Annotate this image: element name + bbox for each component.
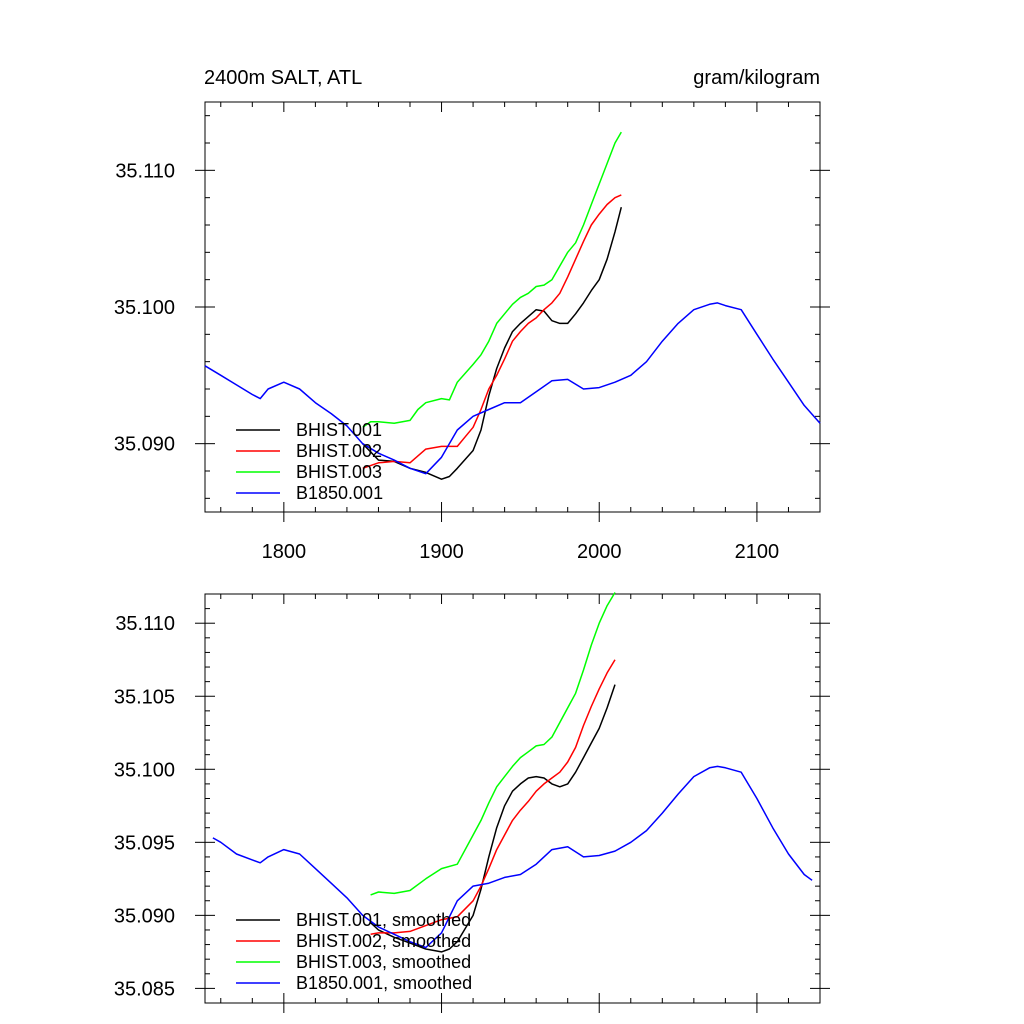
axis-ticks [195,102,830,522]
y-tick-label: 35.100 [114,297,175,319]
legend-label: BHIST.003, smoothed [296,952,471,972]
series-line-2 [370,592,616,896]
y-tick-label: 35.100 [114,759,175,781]
series-line-0 [362,207,623,480]
series-line-0 [370,684,616,953]
series-line-1 [362,194,622,470]
top-panel-units: gram/kilogram [693,67,820,89]
x-tick-label: 1800 [262,541,307,563]
series-line-1 [370,659,616,936]
legend-label: B1850.001, smoothed [296,973,472,993]
x-tick-label: 2100 [735,541,780,563]
y-tick-label: 35.085 [114,978,175,1000]
bottom-panel: 35.085 35.090 35.095 35.100 35.105 35.110 BHIS… [114,592,830,1013]
x-tick-label: 1900 [419,541,464,563]
y-tick-label: 35.095 [114,832,175,854]
legend-label: BHIST.002, smoothed [296,931,471,951]
legend-label: B1850.001 [296,483,383,503]
legend-label: BHIST.002 [296,441,382,461]
axis-ticks [195,593,830,1013]
y-tick-label: 35.105 [114,686,175,708]
legend-label: BHIST.001, smoothed [296,910,471,930]
legend-label: BHIST.003 [296,462,382,482]
top-panel-title: 2400m SALT, ATL [204,67,362,89]
legend-label: BHIST.001 [296,420,382,440]
series-line-3 [204,302,821,475]
x-tick-label: 2000 [577,541,622,563]
y-tick-label: 35.090 [114,905,175,927]
y-tick-label: 35.090 [114,434,175,456]
top-panel: 2400m SALT, ATL gram/kilogram 1800 1900 20… [114,67,830,563]
y-tick-label: 35.110 [115,160,175,182]
series-line-3 [212,765,813,949]
series-line-2 [362,131,622,428]
y-tick-label: 35.110 [115,613,175,635]
